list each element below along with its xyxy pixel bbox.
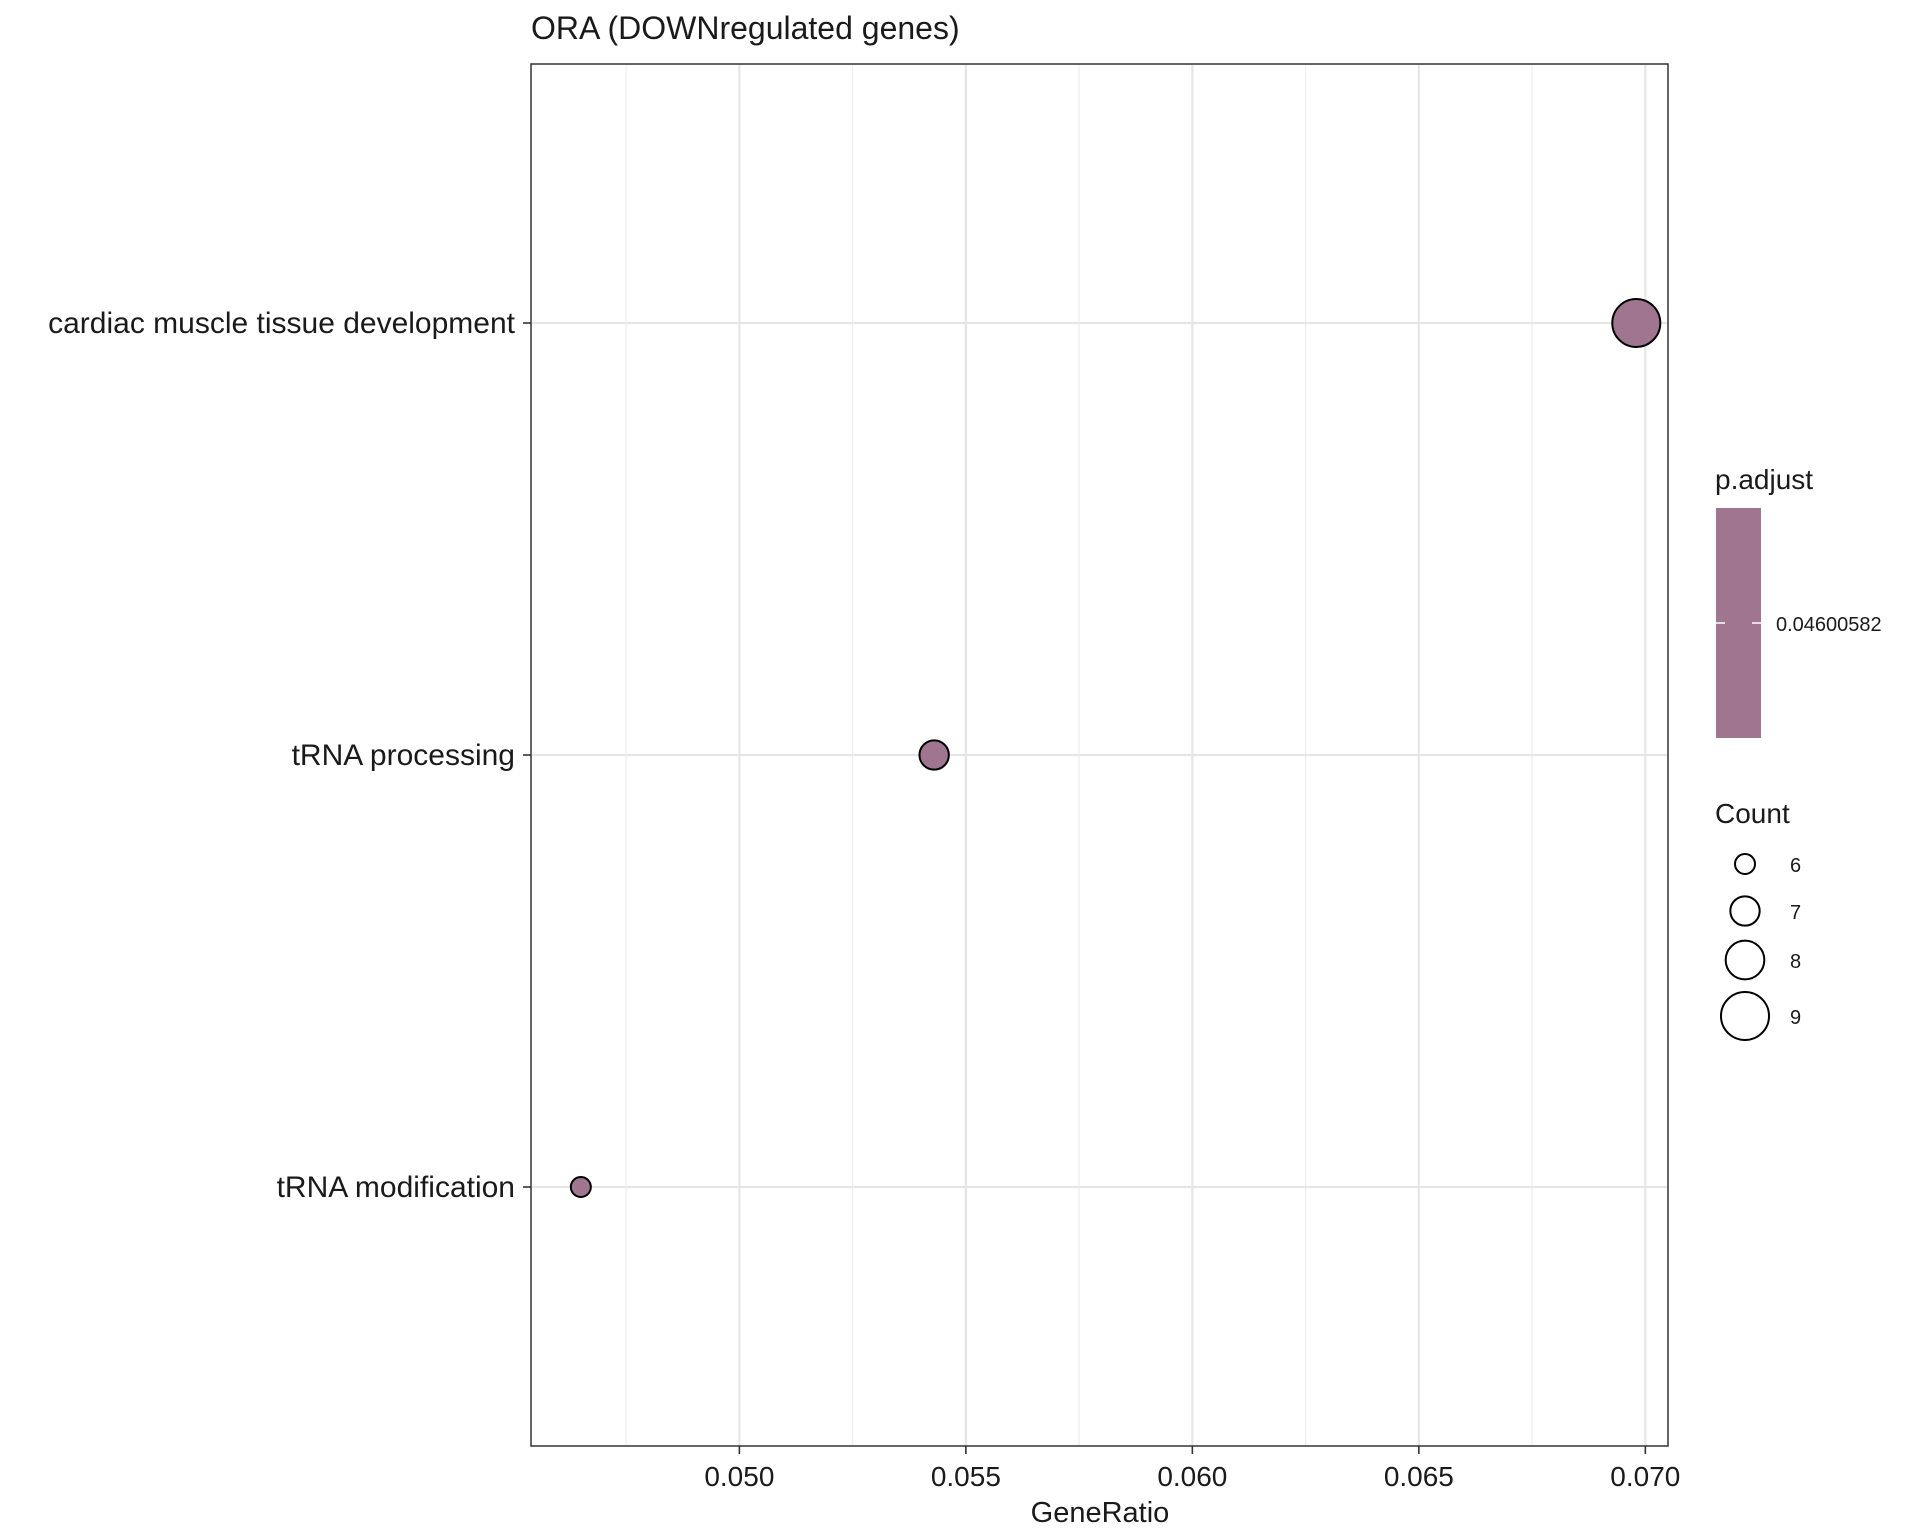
size-legend-title: Count (1715, 798, 1790, 829)
size-legend-key (1729, 895, 1761, 927)
y-axis: cardiac muscle tissue development tRNA pr… (48, 307, 531, 1204)
x-tick-label: 0.070 (1610, 1461, 1680, 1492)
major-gridlines (531, 64, 1668, 1446)
size-legend-label: 6 (1790, 855, 1801, 877)
size-legend-label: 8 (1790, 951, 1801, 973)
data-point (1611, 298, 1662, 348)
size-legend-label: 9 (1790, 1007, 1801, 1029)
color-legend-label: 0.04600582 (1776, 614, 1882, 636)
size-legend-key (1720, 991, 1770, 1041)
x-tick-label: 0.060 (1157, 1461, 1227, 1492)
size-legend-key (1734, 853, 1756, 875)
color-legend: p.adjust 0.04600582 (1715, 464, 1882, 738)
x-tick-label: 0.065 (1384, 1461, 1454, 1492)
x-tick-label: 0.050 (704, 1461, 774, 1492)
size-legend-label: 7 (1790, 902, 1801, 924)
x-tick-label: 0.055 (931, 1461, 1001, 1492)
color-legend-title: p.adjust (1715, 464, 1813, 495)
y-tick-label: tRNA modification (277, 1171, 515, 1204)
chart-title: ORA (DOWNregulated genes) (531, 10, 960, 46)
x-axis: 0.050 0.055 0.060 0.065 0.070 (704, 1446, 1680, 1492)
size-legend: Count 6 7 8 9 (1715, 798, 1801, 1041)
data-point (918, 739, 950, 771)
data-point (569, 1176, 592, 1198)
size-legend-key (1724, 939, 1766, 981)
y-tick-label: cardiac muscle tissue development (48, 307, 516, 340)
data-points (569, 298, 1662, 1198)
x-axis-title: GeneRatio (1031, 1497, 1170, 1529)
y-tick-label: tRNA processing (292, 739, 515, 772)
